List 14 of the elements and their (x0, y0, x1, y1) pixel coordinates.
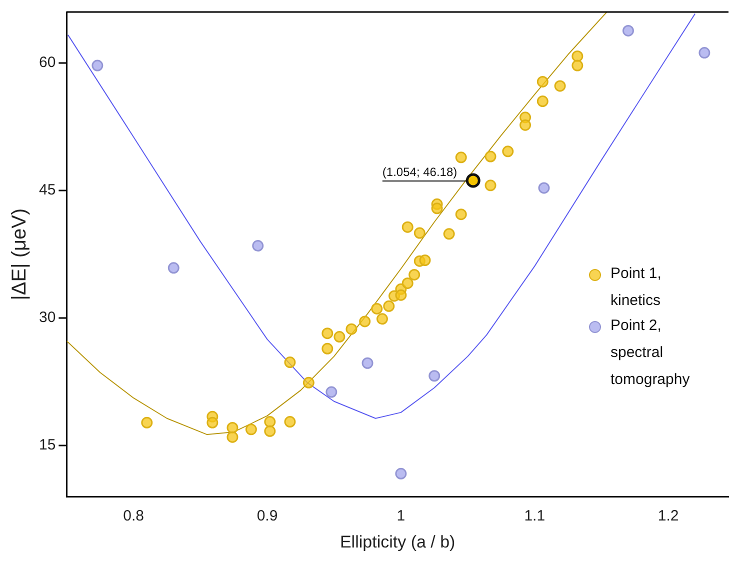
y-tick-label: 45 (38, 182, 56, 199)
x-tick-label: 0.8 (123, 508, 144, 525)
y-tick-label: 60 (38, 54, 56, 72)
legend-label: Point 1, kinetics (610, 264, 662, 312)
x-axis-title: Ellipticity (a / b) (340, 532, 456, 552)
annotation: (1.054; 46.18) (382, 164, 458, 179)
x-tick-label: 1 (396, 508, 406, 525)
y-tick-label: 15 (38, 436, 56, 454)
x-tick-label: 1.1 (524, 508, 546, 525)
legend-label: Point 2, spectral tomography (610, 316, 691, 390)
y-axis-title: |ΔE| (μeV) (8, 208, 31, 300)
x-tick-label: 0.9 (256, 508, 278, 525)
x-tick-label: 1.2 (658, 508, 679, 525)
y-tick-label: 30 (38, 309, 56, 326)
